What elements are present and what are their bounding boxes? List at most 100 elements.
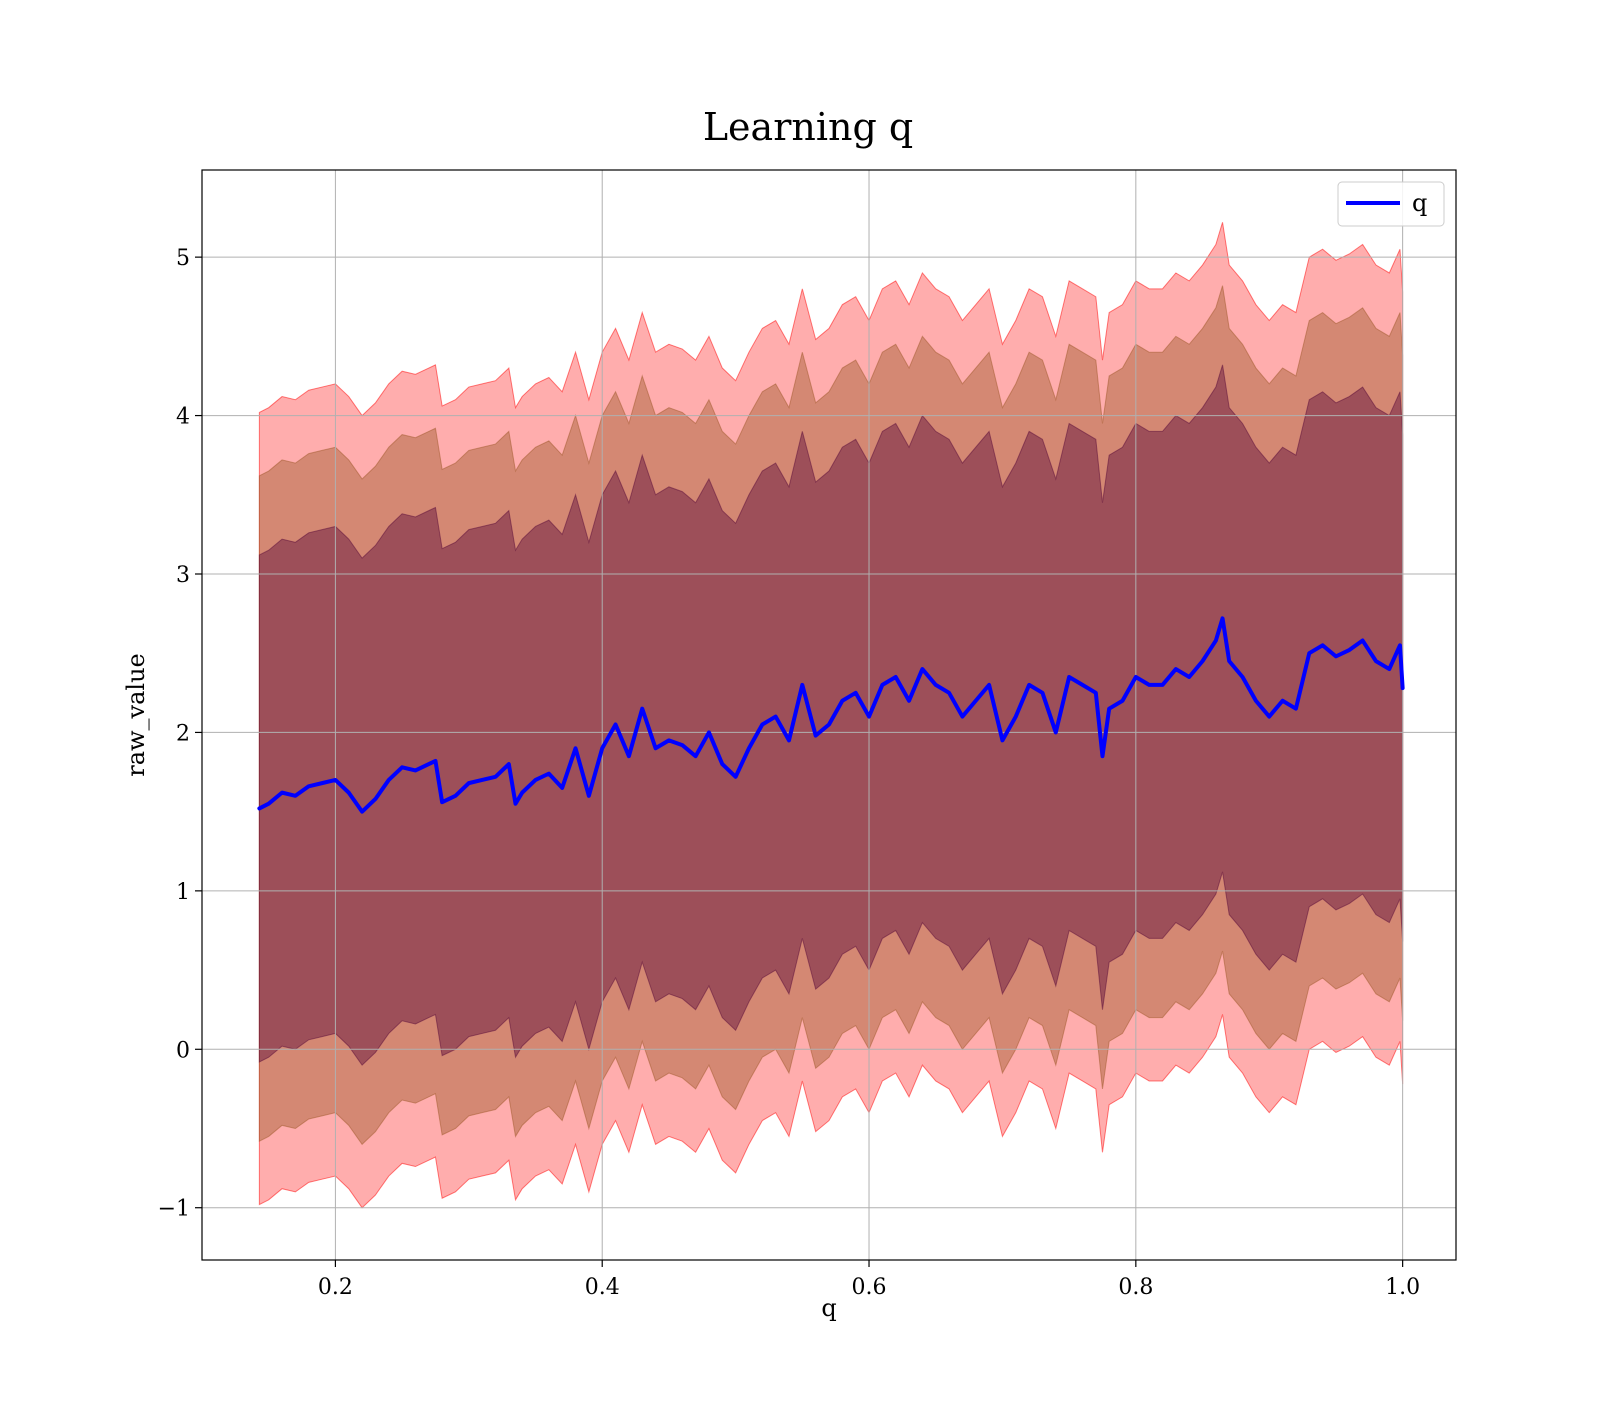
series-point-q xyxy=(1347,648,1351,652)
series-point-q xyxy=(734,775,738,779)
series-point-q xyxy=(480,778,484,782)
series-point-q xyxy=(814,734,818,738)
series-point-q xyxy=(680,743,684,747)
x-tick-label: 0.2 xyxy=(318,1275,353,1300)
legend[interactable]: q xyxy=(1337,181,1445,227)
series-point-q xyxy=(907,699,911,703)
series-lines xyxy=(257,616,1405,814)
series-point-q xyxy=(1387,667,1391,671)
series-point-q xyxy=(257,806,261,810)
series-point-q xyxy=(1054,730,1058,734)
series-point-q xyxy=(360,810,364,814)
series-point-q xyxy=(347,791,351,795)
series-point-q xyxy=(320,781,324,785)
series-point-q xyxy=(1307,651,1311,655)
series-point-q xyxy=(1094,691,1098,695)
series-point-q xyxy=(1107,707,1111,711)
x-axis-label: q xyxy=(821,1294,836,1322)
legend-label-q: q xyxy=(1412,189,1427,217)
series-point-q xyxy=(840,699,844,703)
series-point-q xyxy=(867,715,871,719)
y-tick-label: 0 xyxy=(176,1038,190,1063)
series-point-q xyxy=(1100,754,1104,758)
series-point-q xyxy=(333,778,337,782)
series-point-q xyxy=(1027,683,1031,687)
series-point-q xyxy=(774,715,778,719)
series-point-q xyxy=(947,691,951,695)
series-point-q xyxy=(560,786,564,790)
y-axis-ticks: −1 0 1 2 3 4 5 xyxy=(158,246,202,1222)
series-point-q xyxy=(1398,643,1402,647)
series-point-q xyxy=(293,794,297,798)
series-point-q xyxy=(654,746,658,750)
y-tick-label: −1 xyxy=(158,1197,190,1222)
series-point-q xyxy=(547,772,551,776)
chart-title: Learning q xyxy=(703,105,913,149)
x-axis-ticks: 0.2 0.4 0.6 0.8 1.0 xyxy=(318,1260,1420,1300)
series-point-q xyxy=(1214,639,1218,643)
series-point-q xyxy=(894,675,898,679)
y-tick-label: 3 xyxy=(176,563,190,588)
series-point-q xyxy=(1281,699,1285,703)
series-point-q xyxy=(694,754,698,758)
series-point-q xyxy=(440,800,444,804)
series-point-q xyxy=(280,791,284,795)
series-point-q xyxy=(1294,707,1298,711)
y-axis-label: raw_value xyxy=(122,653,150,777)
series-point-q xyxy=(467,781,471,785)
series-point-q xyxy=(1014,715,1018,719)
series-point-q xyxy=(1241,675,1245,679)
series-point-q xyxy=(1067,675,1071,679)
series-point-q xyxy=(1147,683,1151,687)
series-point-q xyxy=(787,738,791,742)
series-point-q xyxy=(827,723,831,727)
series-point-q xyxy=(1080,683,1084,687)
x-tick-label: 0.4 xyxy=(585,1275,620,1300)
series-point-q xyxy=(574,746,578,750)
series-point-q xyxy=(1267,715,1271,719)
series-point-q xyxy=(747,746,751,750)
series-point-q xyxy=(974,699,978,703)
series-point-q xyxy=(1120,699,1124,703)
series-point-q xyxy=(640,707,644,711)
series-point-q xyxy=(1321,643,1325,647)
series-point-q xyxy=(1201,659,1205,663)
series-point-q xyxy=(920,667,924,671)
y-tick-label: 5 xyxy=(176,246,190,271)
series-point-q xyxy=(493,775,497,779)
series-point-q xyxy=(707,730,711,734)
series-point-q xyxy=(854,691,858,695)
series-point-q xyxy=(800,683,804,687)
series-point-q xyxy=(1361,639,1365,643)
series-point-q xyxy=(267,802,271,806)
y-tick-label: 1 xyxy=(176,880,190,905)
y-tick-label: 2 xyxy=(176,721,190,746)
series-point-q xyxy=(627,754,631,758)
x-tick-label: 0.8 xyxy=(1118,1275,1153,1300)
series-point-q xyxy=(534,778,538,782)
series-point-q xyxy=(307,784,311,788)
series-point-q xyxy=(934,683,938,687)
series-point-q xyxy=(514,802,517,806)
series-point-q xyxy=(614,723,618,727)
series-point-q xyxy=(373,797,377,801)
series-point-q xyxy=(960,715,964,719)
y-tick-label: 4 xyxy=(176,405,190,430)
series-point-q xyxy=(600,746,604,750)
series-point-q xyxy=(880,683,884,687)
series-point-q xyxy=(587,794,591,798)
series-point-q xyxy=(1401,686,1405,690)
series-point-q xyxy=(387,778,391,782)
plot-frame xyxy=(201,169,1457,1261)
series-point-q xyxy=(1134,675,1138,679)
series-point-q xyxy=(760,723,764,727)
series-point-q xyxy=(1227,659,1231,663)
series-point-q xyxy=(413,768,417,772)
x-tick-label: 0.6 xyxy=(852,1275,887,1300)
series-point-q xyxy=(1174,667,1178,671)
series-point-q xyxy=(720,762,724,766)
series-point-q xyxy=(1161,683,1165,687)
series-point-q xyxy=(520,791,524,795)
